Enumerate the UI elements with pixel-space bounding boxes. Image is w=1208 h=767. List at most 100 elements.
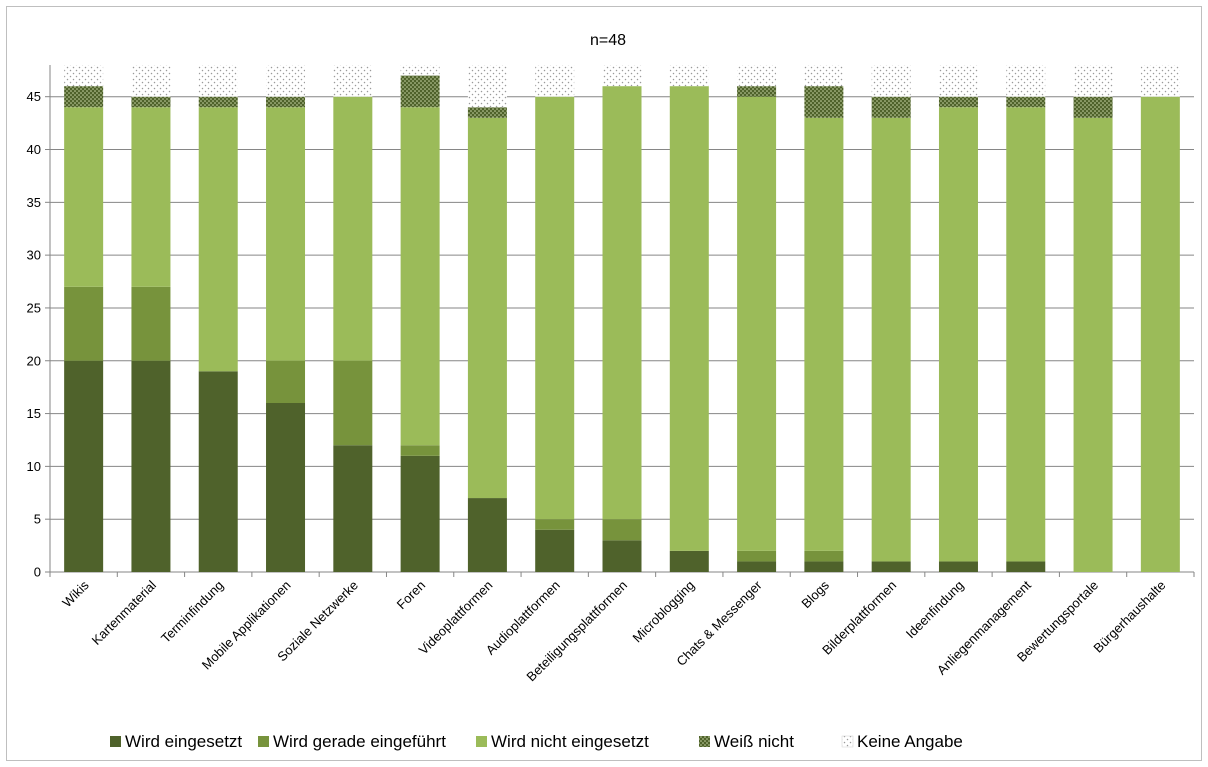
bar-segment [737,561,777,572]
bar-segment [938,65,978,97]
legend-swatch [110,736,121,747]
bar-segment [467,107,507,118]
legend-label: Keine Angabe [857,732,963,751]
bar-segment [400,455,440,572]
bar-segment [1073,65,1113,97]
bar-segment [871,65,911,97]
legend-swatch [258,736,269,747]
y-tick-label: 25 [27,300,41,315]
bar-segment [938,96,978,108]
bar-segment [64,286,104,361]
legend-swatch [476,736,487,747]
bars [64,65,1180,572]
bar-segment [602,540,642,572]
bar-segment [938,107,978,562]
bar-segment [64,107,104,287]
bar-segment [804,65,844,87]
bar-segment [871,561,911,572]
bar-segment [131,65,171,97]
bar-segment [804,561,844,572]
bar-segment [333,445,373,572]
bar-segment [1140,96,1180,572]
bar-segment [535,65,575,97]
legend-item: Wird nicht eingesetzt [476,732,649,751]
y-tick-label: 10 [27,459,41,474]
bar-segment [737,65,777,87]
bar-segment [804,550,844,562]
bar-segment [266,65,306,97]
y-tick-label: 15 [27,406,41,421]
x-category-label: Terminfindung [158,578,226,646]
y-tick-label: 40 [27,142,41,157]
legend-item: Wird gerade eingeführt [258,732,446,751]
legend: Wird eingesetzt Wird gerade eingeführt Wir… [110,732,963,751]
y-tick-label: 0 [34,565,41,580]
legend-label: Wird eingesetzt [125,732,242,751]
bar-segment [131,107,171,287]
bar-segment [333,96,373,361]
bar-segment [871,96,911,118]
y-tick-label: 5 [34,512,41,527]
x-category-label: Foren [394,578,429,613]
bar-segment [1140,65,1180,97]
y-tick-label: 35 [27,195,41,210]
legend-item: Wird eingesetzt [110,732,242,751]
bar-segment [467,65,507,108]
y-tick-label: 45 [27,89,41,104]
bar-segment [737,550,777,562]
legend-item: Keine Angabe [841,732,963,751]
bar-segment [131,360,171,572]
bar-segment [602,519,642,541]
bar-segment [131,286,171,361]
bar-segment [1006,96,1046,108]
bar-segment [400,65,440,76]
bar-segment [804,86,844,118]
bar-segment [198,65,238,97]
y-tick-label: 30 [27,248,41,263]
bar-segment [198,96,238,108]
bar-segment [1006,107,1046,562]
bar-segment [535,96,575,520]
legend-item: Weiß nicht [699,732,794,751]
x-category-label: Bilderplattformen [819,578,899,658]
bar-segment [669,65,709,87]
bar-segment [1006,561,1046,572]
bar-segment [400,445,440,456]
legend-swatch [841,735,854,748]
bar-segment [333,65,373,97]
bar-segment [198,371,238,572]
x-category-label: Bürgerhaushalte [1090,578,1168,656]
bar-segment [602,65,642,87]
bar-segment [737,86,777,97]
bar-segment [266,107,306,361]
bar-segment [131,96,171,108]
bar-segment [198,107,238,372]
bar-segment [1073,96,1113,118]
x-category-label: Microblogging [630,578,698,646]
bar-segment [535,519,575,530]
bar-segment [333,360,373,446]
bar-segment [400,107,440,446]
bar-segment [1006,65,1046,97]
y-tick-label: 20 [27,353,41,368]
x-category-label: Blogs [798,577,832,611]
chart-title: n=48 [590,32,626,49]
x-category-label: Ideenfindung [903,578,967,642]
bar-segment [737,96,777,551]
bar-segment [266,96,306,108]
bar-segment [871,117,911,562]
bar-segment [535,529,575,572]
bar-segment [1073,117,1113,572]
x-category-label: Kartenmaterial [89,577,159,647]
bar-segment [669,86,709,551]
legend-label: Wird gerade eingeführt [273,732,446,751]
legend-label: Weiß nicht [714,732,794,751]
bar-segment [64,360,104,572]
legend-label: Wird nicht eingesetzt [491,732,649,751]
bar-segment [938,561,978,572]
bar-segment [602,86,642,520]
legend-swatch [699,736,710,747]
bar-segment [64,86,104,108]
bar-segment [64,65,104,87]
